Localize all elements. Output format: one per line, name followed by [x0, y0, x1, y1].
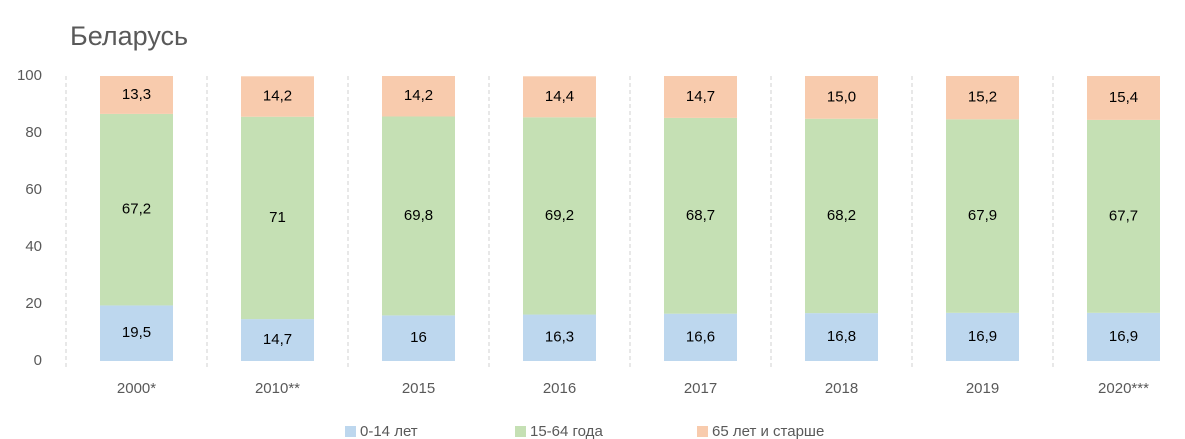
- value-label: 14,2: [404, 87, 433, 104]
- y-tick-label: 20: [25, 295, 42, 312]
- value-label: 68,7: [686, 207, 715, 224]
- bar-segment: [523, 314, 596, 361]
- value-label: 15,2: [968, 89, 997, 106]
- value-label: 16,9: [1109, 328, 1138, 345]
- legend-swatch: [515, 426, 526, 437]
- y-tick-label: 40: [25, 238, 42, 255]
- value-label: 67,7: [1109, 207, 1138, 224]
- x-tick-label: 2020***: [1098, 380, 1149, 397]
- bar-segment: [1087, 76, 1160, 120]
- legend-label: 65 лет и старше: [712, 423, 824, 439]
- bar-segment: [664, 76, 737, 118]
- value-label: 71: [269, 209, 286, 226]
- y-tick-label: 0: [34, 352, 42, 369]
- bar-segment: [100, 113, 173, 306]
- value-label: 15,0: [827, 88, 856, 105]
- bar-segment: [382, 116, 455, 316]
- bar-segment: [805, 118, 878, 314]
- bar-segment: [100, 305, 173, 361]
- value-label: 16,6: [686, 328, 715, 345]
- bar-segment: [805, 76, 878, 119]
- x-tick-label: 2010**: [255, 380, 300, 397]
- value-label: 14,7: [686, 88, 715, 105]
- bar-segment: [946, 76, 1019, 120]
- x-tick-label: 2000*: [117, 380, 156, 397]
- value-label: 69,2: [545, 207, 574, 224]
- value-label: 15,4: [1109, 89, 1138, 106]
- value-label: 16: [410, 329, 427, 346]
- value-label: 16,3: [545, 329, 574, 346]
- bar-segment: [805, 313, 878, 361]
- x-tick-label: 2017: [684, 380, 717, 397]
- value-label: 69,8: [404, 207, 433, 224]
- legend-swatch: [345, 426, 356, 437]
- x-tick-label: 2015: [402, 380, 435, 397]
- bar-segment: [1087, 312, 1160, 361]
- bar-segment: [382, 76, 455, 117]
- bar-segment: [100, 76, 173, 114]
- value-label: 14,4: [545, 88, 574, 105]
- bar-segment: [241, 76, 314, 117]
- legend-label: 15-64 года: [530, 423, 603, 439]
- value-label: 13,3: [122, 86, 151, 103]
- bar-segment: [664, 117, 737, 314]
- bar-segment: [946, 119, 1019, 313]
- value-label: 67,2: [122, 201, 151, 218]
- x-tick-label: 2018: [825, 380, 858, 397]
- value-label: 16,8: [827, 328, 856, 345]
- value-label: 68,2: [827, 207, 856, 224]
- y-tick-label: 80: [25, 124, 42, 141]
- legend-swatch: [697, 426, 708, 437]
- value-label: 67,9: [968, 207, 997, 224]
- x-tick-label: 2019: [966, 380, 999, 397]
- bar-segment: [241, 319, 314, 361]
- value-label: 14,7: [263, 331, 292, 348]
- chart-title: Беларусь: [70, 21, 188, 51]
- y-tick-label: 100: [17, 67, 42, 84]
- bar-segment: [382, 315, 455, 361]
- x-tick-label: 2016: [543, 380, 576, 397]
- bar-segment: [946, 312, 1019, 361]
- bar-segment: [664, 313, 737, 361]
- bar-segment: [1087, 119, 1160, 313]
- y-tick-label: 60: [25, 181, 42, 198]
- bar-segment: [241, 116, 314, 320]
- legend-label: 0-14 лет: [360, 423, 418, 439]
- bar-segment: [523, 117, 596, 315]
- value-label: 19,5: [122, 324, 151, 341]
- bar-segment: [523, 76, 596, 118]
- value-label: 14,2: [263, 87, 292, 104]
- value-label: 16,9: [968, 328, 997, 345]
